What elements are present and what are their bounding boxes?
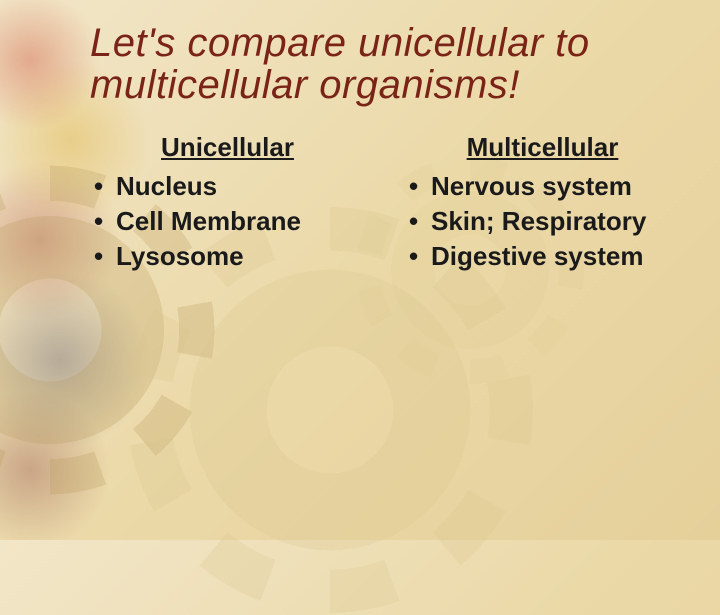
column-heading: Unicellular bbox=[90, 132, 365, 163]
title-line-1: Let's compare unicellular to bbox=[90, 21, 590, 65]
list-item: Digestive system bbox=[405, 239, 680, 274]
list-item: Cell Membrane bbox=[90, 204, 365, 239]
slide-title: Let's compare unicellular to multicellul… bbox=[90, 22, 680, 106]
column-heading: Multicellular bbox=[405, 132, 680, 163]
list-item: Nucleus bbox=[90, 169, 365, 204]
list-item: Skin; Respiratory bbox=[405, 204, 680, 239]
columns-container: Unicellular Nucleus Cell Membrane Lysoso… bbox=[90, 132, 680, 274]
column-multicellular: Multicellular Nervous system Skin; Respi… bbox=[405, 132, 680, 274]
column-unicellular: Unicellular Nucleus Cell Membrane Lysoso… bbox=[90, 132, 365, 274]
list-item: Lysosome bbox=[90, 239, 365, 274]
bullet-list: Nucleus Cell Membrane Lysosome bbox=[90, 169, 365, 274]
slide-content: Let's compare unicellular to multicellul… bbox=[0, 0, 720, 540]
list-item: Nervous system bbox=[405, 169, 680, 204]
title-line-2: multicellular organisms! bbox=[90, 63, 520, 107]
bullet-list: Nervous system Skin; Respiratory Digesti… bbox=[405, 169, 680, 274]
